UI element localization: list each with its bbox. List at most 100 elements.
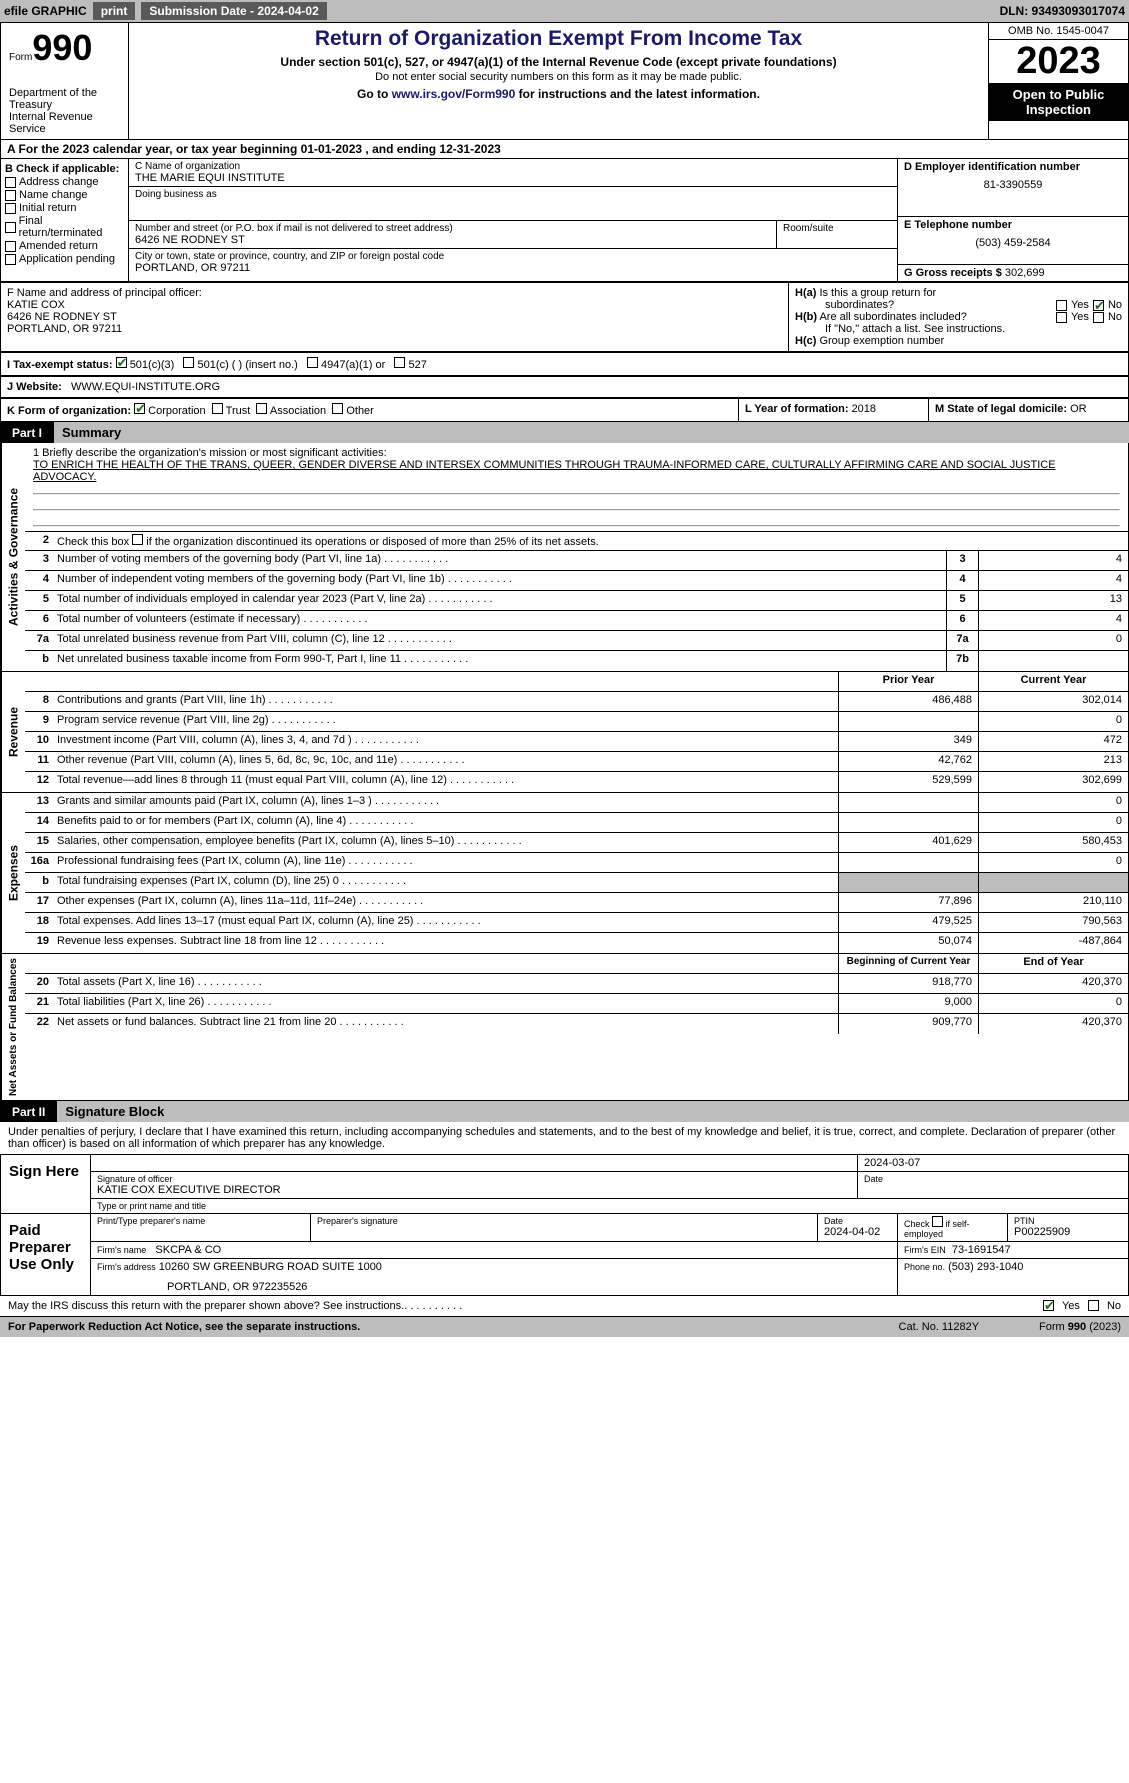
col-l: L Year of formation: 2018	[738, 399, 928, 421]
table-row: 8Contributions and grants (Part VIII, li…	[25, 692, 1128, 712]
col-c: C Name of organizationTHE MARIE EQUI INS…	[129, 159, 1128, 281]
chk-address-change[interactable]	[5, 177, 16, 188]
form-id-box: Form990 Department of the Treasury Inter…	[1, 23, 129, 139]
form-header: Form990 Department of the Treasury Inter…	[0, 22, 1129, 140]
part1-title: Summary	[54, 422, 1129, 443]
hb-note: If "No," attach a list. See instructions…	[795, 323, 1122, 335]
sign-date: 2024-03-07	[858, 1155, 1128, 1171]
row-j: J Website: WWW.EQUI-INSTITUTE.ORG	[0, 377, 1129, 398]
firm-name: SKCPA & CO	[155, 1244, 221, 1256]
table-row: 20Total assets (Part X, line 16)918,7704…	[25, 974, 1128, 994]
discuss-row: May the IRS discuss this return with the…	[0, 1296, 1129, 1316]
col-k: K Form of organization: Corporation Trus…	[1, 399, 738, 421]
form-subtitle: Under section 501(c), 527, or 4947(a)(1)…	[133, 55, 984, 69]
table-row: 18Total expenses. Add lines 13–17 (must …	[25, 913, 1128, 933]
gross-receipts: 302,699	[1005, 267, 1045, 279]
omb-number: OMB No. 1545-0047	[989, 23, 1128, 40]
form-title: Return of Organization Exempt From Incom…	[133, 27, 984, 51]
prep-sig-label: Preparer's signature	[317, 1216, 811, 1226]
sign-here-label: Sign Here	[1, 1155, 91, 1213]
table-row: 4Number of independent voting members of…	[25, 571, 1128, 591]
col-m: M State of legal domicile: OR	[928, 399, 1128, 421]
officer-sig-name: KATIE COX EXECUTIVE DIRECTOR	[97, 1184, 851, 1196]
chk-final-return[interactable]	[5, 222, 16, 233]
table-row: 19Revenue less expenses. Subtract line 1…	[25, 933, 1128, 953]
officer-street: 6426 NE RODNEY ST	[7, 311, 782, 323]
form-note1: Do not enter social security numbers on …	[133, 71, 984, 83]
form-link-line: Go to www.irs.gov/Form990 for instructio…	[133, 87, 984, 101]
chk-ha-yes[interactable]	[1056, 300, 1067, 311]
sign-here-block: Sign Here 2024-03-07 Signature of office…	[0, 1154, 1129, 1214]
vlabel-expenses: Expenses	[1, 793, 25, 953]
print-button[interactable]: print	[93, 2, 136, 20]
table-row: bTotal fundraising expenses (Part IX, co…	[25, 873, 1128, 893]
chk-self-employed[interactable]	[932, 1216, 943, 1227]
dba-label: Doing business as	[135, 189, 891, 200]
name-title-label: Type or print name and title	[97, 1201, 1122, 1211]
chk-application[interactable]	[5, 254, 16, 265]
chk-501c[interactable]	[183, 357, 194, 368]
footer-right: Form 990 (2023)	[1039, 1321, 1121, 1333]
firm-addr2: PORTLAND, OR 972235526	[97, 1281, 891, 1293]
table-row: 15Salaries, other compensation, employee…	[25, 833, 1128, 853]
officer-label: F Name and address of principal officer:	[7, 287, 782, 299]
street: 6426 NE RODNEY ST	[135, 234, 770, 246]
irs-link[interactable]: www.irs.gov/Form990	[392, 87, 516, 101]
period-row: A For the 2023 calendar year, or tax yea…	[0, 140, 1129, 159]
ein: 81-3390559	[904, 179, 1122, 191]
table-row: 22Net assets or fund balances. Subtract …	[25, 1014, 1128, 1034]
org-name-label: C Name of organization	[135, 161, 891, 172]
chk-assoc[interactable]	[256, 403, 267, 414]
chk-amended[interactable]	[5, 241, 16, 252]
table-row: 10Investment income (Part VIII, column (…	[25, 732, 1128, 752]
summary-expenses: Expenses 13Grants and similar amounts pa…	[0, 793, 1129, 954]
table-row: 11Other revenue (Part VIII, column (A), …	[25, 752, 1128, 772]
summary-netassets: Net Assets or Fund Balances Beginning of…	[0, 954, 1129, 1101]
tax-year: 2023	[989, 40, 1128, 83]
chk-hb-yes[interactable]	[1056, 312, 1067, 323]
chk-corp[interactable]	[134, 403, 145, 414]
chk-527[interactable]	[394, 357, 405, 368]
chk-ha-no[interactable]	[1093, 300, 1104, 311]
footer: For Paperwork Reduction Act Notice, see …	[0, 1316, 1129, 1337]
mission-label: 1 Briefly describe the organization's mi…	[33, 447, 1120, 459]
website: WWW.EQUI-INSTITUTE.ORG	[71, 381, 220, 393]
table-row: 12Total revenue—add lines 8 through 11 (…	[25, 772, 1128, 792]
table-row: 3Number of voting members of the governi…	[25, 551, 1128, 571]
hdr-begin: Beginning of Current Year	[838, 954, 978, 973]
discuss-text: May the IRS discuss this return with the…	[8, 1300, 404, 1312]
chk-hb-no[interactable]	[1093, 312, 1104, 323]
header-right: OMB No. 1545-0047 2023 Open to Public In…	[988, 23, 1128, 139]
ein-label: D Employer identification number	[904, 161, 1122, 173]
footer-left: For Paperwork Reduction Act Notice, see …	[8, 1321, 360, 1333]
chk-name-change[interactable]	[5, 190, 16, 201]
chk-line2[interactable]	[132, 534, 143, 545]
firm-phone: (503) 293-1040	[948, 1261, 1023, 1273]
dept-treasury: Department of the Treasury Internal Reve…	[9, 87, 120, 135]
table-row: 9Program service revenue (Part VIII, lin…	[25, 712, 1128, 732]
dln: DLN: 93493093017074	[1000, 4, 1125, 18]
org-name: THE MARIE EQUI INSTITUTE	[135, 172, 891, 184]
sig-intro: Under penalties of perjury, I declare th…	[0, 1122, 1129, 1154]
city-label: City or town, state or province, country…	[135, 251, 891, 262]
chk-4947[interactable]	[307, 357, 318, 368]
prep-date: 2024-04-02	[824, 1226, 891, 1238]
table-row: 13Grants and similar amounts paid (Part …	[25, 793, 1128, 813]
chk-discuss-no[interactable]	[1088, 1300, 1099, 1311]
form-number: 990	[32, 27, 92, 68]
chk-trust[interactable]	[212, 403, 223, 414]
form-word: Form	[9, 52, 32, 63]
chk-initial-return[interactable]	[5, 203, 16, 214]
sig-officer-label: Signature of officer	[97, 1174, 851, 1184]
chk-other[interactable]	[332, 403, 343, 414]
table-row: 16aProfessional fundraising fees (Part I…	[25, 853, 1128, 873]
section-ij: I Tax-exempt status: 501(c)(3) 501(c) ( …	[0, 352, 1129, 377]
section-fh: F Name and address of principal officer:…	[0, 282, 1129, 352]
part2-title: Signature Block	[57, 1101, 1129, 1122]
hdr-prior: Prior Year	[838, 672, 978, 691]
vlabel-governance: Activities & Governance	[1, 443, 25, 671]
table-row: bNet unrelated business taxable income f…	[25, 651, 1128, 671]
officer-city: PORTLAND, OR 97211	[7, 323, 782, 335]
chk-discuss-yes[interactable]	[1043, 1300, 1054, 1311]
chk-501c3[interactable]	[116, 357, 127, 368]
